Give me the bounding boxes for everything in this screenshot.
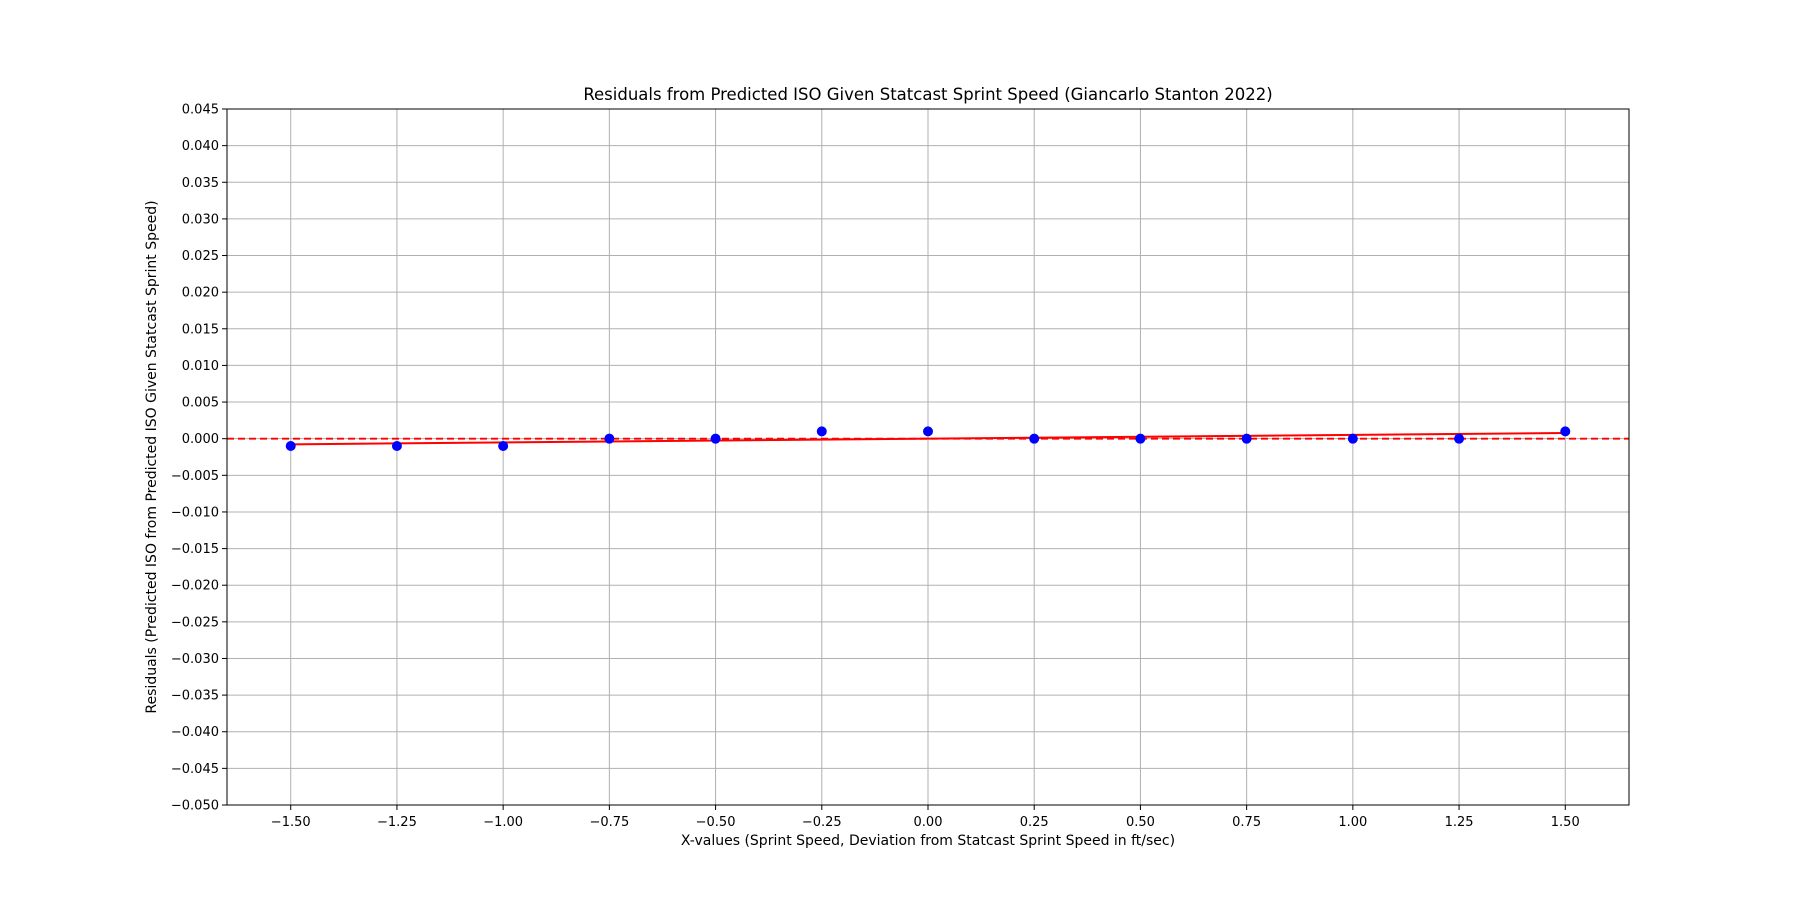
- y-tick-label: 0.020: [182, 286, 219, 301]
- y-tick-label: −0.015: [171, 542, 219, 557]
- tick-layer: −1.50 −1.25 −1.00 −0.75 −0.50 −0.25 0.00 0.25 0.…: [171, 103, 1580, 831]
- y-tick-label: −0.030: [171, 652, 219, 667]
- x-tick-label: −1.25: [377, 815, 417, 830]
- y-tick-label: 0.035: [182, 176, 219, 191]
- x-tick-label: 0.50: [1126, 815, 1155, 830]
- y-tick-label: 0.000: [182, 432, 219, 447]
- x-tick-label: −0.25: [802, 815, 842, 830]
- y-tick-label: 0.025: [182, 249, 219, 264]
- data-point: [1347, 433, 1358, 444]
- x-tick-label: −0.75: [589, 815, 629, 830]
- y-tick-label: 0.045: [182, 103, 219, 118]
- data-point: [710, 433, 721, 444]
- data-point: [391, 441, 402, 452]
- y-tick-label: 0.015: [182, 322, 219, 337]
- y-axis-label: Residuals (Predicted ISO from Predicted …: [144, 200, 160, 713]
- x-tick-label: 1.50: [1551, 815, 1580, 830]
- data-point: [604, 433, 615, 444]
- x-tick-label: 0.25: [1020, 815, 1049, 830]
- y-tick-label: 0.005: [182, 396, 219, 411]
- data-point: [1029, 433, 1040, 444]
- y-tick-label: −0.010: [171, 505, 219, 520]
- data-point: [1454, 433, 1465, 444]
- x-tick-label: −0.50: [696, 815, 736, 830]
- y-tick-label: −0.040: [171, 725, 219, 740]
- x-axis-label: X-values (Sprint Speed, Deviation from S…: [681, 833, 1175, 849]
- y-tick-label: −0.035: [171, 689, 219, 704]
- y-tick-label: −0.020: [171, 579, 219, 594]
- data-point: [285, 441, 296, 452]
- grid-layer: [227, 108, 1629, 806]
- point-layer: [285, 426, 1571, 452]
- data-point: [1241, 433, 1252, 444]
- data-point: [1135, 433, 1146, 444]
- x-tick-label: −1.50: [271, 815, 311, 830]
- data-point: [498, 441, 509, 452]
- y-tick-label: −0.025: [171, 615, 219, 630]
- x-tick-label: −1.00: [483, 815, 523, 830]
- y-tick-label: 0.030: [182, 212, 219, 227]
- x-tick-label: 0.00: [914, 815, 943, 830]
- y-tick-label: −0.005: [171, 469, 219, 484]
- x-tick-label: 1.25: [1445, 815, 1474, 830]
- y-tick-label: 0.010: [182, 359, 219, 374]
- chart-title: Residuals from Predicted ISO Given Statc…: [583, 85, 1272, 104]
- y-tick-label: −0.045: [171, 762, 219, 777]
- x-tick-label: 1.00: [1338, 815, 1367, 830]
- data-point: [816, 426, 827, 437]
- data-point: [1560, 426, 1571, 437]
- y-tick-label: 0.040: [182, 139, 219, 154]
- data-point: [923, 426, 933, 437]
- y-tick-label: −0.050: [171, 799, 219, 814]
- x-tick-label: 0.75: [1232, 815, 1261, 830]
